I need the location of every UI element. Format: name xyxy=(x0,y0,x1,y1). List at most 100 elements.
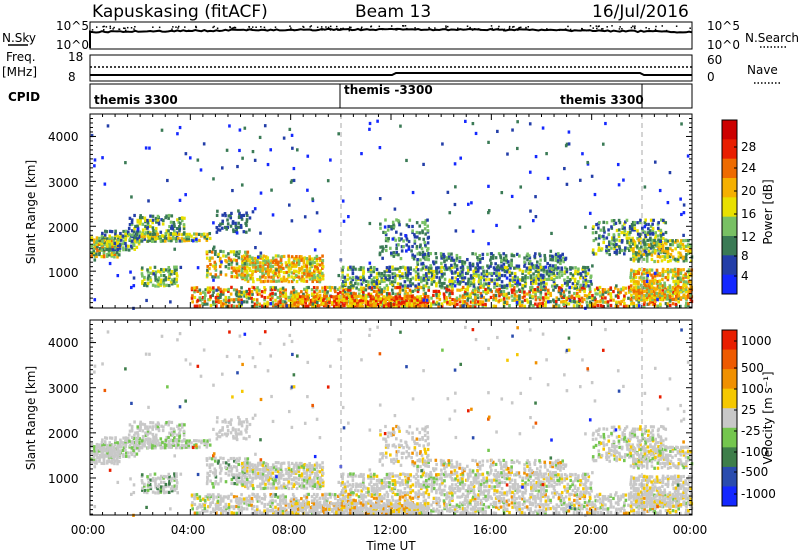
power-cell xyxy=(302,271,306,275)
power-cell xyxy=(615,284,618,288)
power-cell xyxy=(604,296,607,300)
power-cell xyxy=(609,303,613,308)
power-cell xyxy=(324,300,328,304)
velocity-cell xyxy=(251,467,255,471)
power-cell xyxy=(313,248,317,252)
power-cell xyxy=(662,232,665,236)
power-cell xyxy=(467,202,470,206)
power-cell xyxy=(645,284,648,288)
velocity-cell xyxy=(108,443,112,447)
power-cell xyxy=(664,302,668,306)
power-cell xyxy=(237,269,241,273)
nsearch-dot xyxy=(195,26,198,29)
power-cell xyxy=(182,237,186,241)
velocity-cell xyxy=(262,486,266,491)
power-cell xyxy=(409,284,413,288)
power-cell xyxy=(243,294,246,298)
power-cell xyxy=(349,304,352,308)
velocity-cell xyxy=(110,457,114,461)
power-cell xyxy=(687,279,691,284)
velocity-cell xyxy=(131,440,134,444)
power-cell xyxy=(597,246,601,250)
velocity-cell xyxy=(98,457,101,461)
power-cell xyxy=(378,286,382,290)
velocity-cell xyxy=(167,439,171,443)
power-cell xyxy=(540,268,543,272)
power-cell xyxy=(416,262,420,266)
power-cell xyxy=(384,302,388,306)
power-cell xyxy=(426,229,430,233)
power-cell xyxy=(659,248,663,252)
power-cell xyxy=(521,290,524,294)
power-cell xyxy=(349,292,353,296)
power-cell xyxy=(282,271,286,275)
power-cell xyxy=(163,236,167,240)
power-cell xyxy=(287,269,291,273)
power-cell xyxy=(217,286,220,290)
power-cell xyxy=(578,178,582,182)
nsearch-dot xyxy=(498,25,500,28)
power-cell xyxy=(432,276,435,280)
power-cell xyxy=(617,232,621,237)
power-cell xyxy=(652,218,655,222)
velocity-cell xyxy=(124,436,128,440)
power-cell xyxy=(601,290,605,294)
power-cell xyxy=(618,248,622,252)
power-cell xyxy=(651,238,654,242)
velocity-cell xyxy=(227,469,231,473)
velocity-cell xyxy=(205,445,209,449)
power-cell xyxy=(617,218,621,223)
power-cell xyxy=(643,281,646,286)
power-cell xyxy=(133,227,136,231)
power-cell xyxy=(484,302,487,306)
power-cell xyxy=(333,288,337,292)
power-cell xyxy=(628,236,631,240)
power-cell xyxy=(398,295,402,299)
power-cell xyxy=(426,294,430,299)
power-cell xyxy=(369,292,373,296)
power-cell xyxy=(510,254,514,258)
power-cell xyxy=(298,266,301,271)
power-cell xyxy=(418,231,421,235)
power-cell xyxy=(159,280,163,284)
power-cell xyxy=(209,294,212,298)
velocity-cell xyxy=(222,461,225,465)
power-cell xyxy=(479,300,482,304)
power-cell xyxy=(505,292,509,296)
nsearch-dot xyxy=(113,26,115,29)
power-cell xyxy=(623,294,626,298)
power-cell xyxy=(262,263,265,267)
power-cell xyxy=(516,280,519,284)
power-cell xyxy=(642,276,646,280)
power-cell xyxy=(426,248,429,253)
power-cell xyxy=(238,273,241,277)
nsearch-dot xyxy=(290,27,292,29)
power-cell xyxy=(537,265,540,270)
power-cell xyxy=(219,295,222,300)
power-cell xyxy=(519,185,523,189)
power-cell xyxy=(606,303,610,308)
power-cell xyxy=(104,229,107,233)
nsearch-dot xyxy=(595,25,598,27)
power-cell xyxy=(118,238,122,243)
velocity-cell xyxy=(154,483,157,487)
power-cell xyxy=(466,292,469,296)
power-cell xyxy=(337,302,341,307)
power-cell xyxy=(687,289,691,293)
power-cell xyxy=(534,298,538,302)
power-cell xyxy=(279,265,283,269)
velocity-cell xyxy=(98,445,101,449)
power-cell xyxy=(500,280,504,284)
power-cell xyxy=(200,232,204,237)
power-cell xyxy=(253,207,257,211)
power-cell xyxy=(263,296,267,300)
power-cell xyxy=(686,154,690,158)
power-cell xyxy=(141,274,144,278)
velocity-cell xyxy=(148,445,151,449)
power-cell xyxy=(547,300,550,304)
power-cell xyxy=(254,245,257,250)
power-cell xyxy=(279,297,282,302)
velocity-cell xyxy=(176,424,179,428)
power-cell xyxy=(403,284,407,288)
power-cell xyxy=(637,259,640,263)
